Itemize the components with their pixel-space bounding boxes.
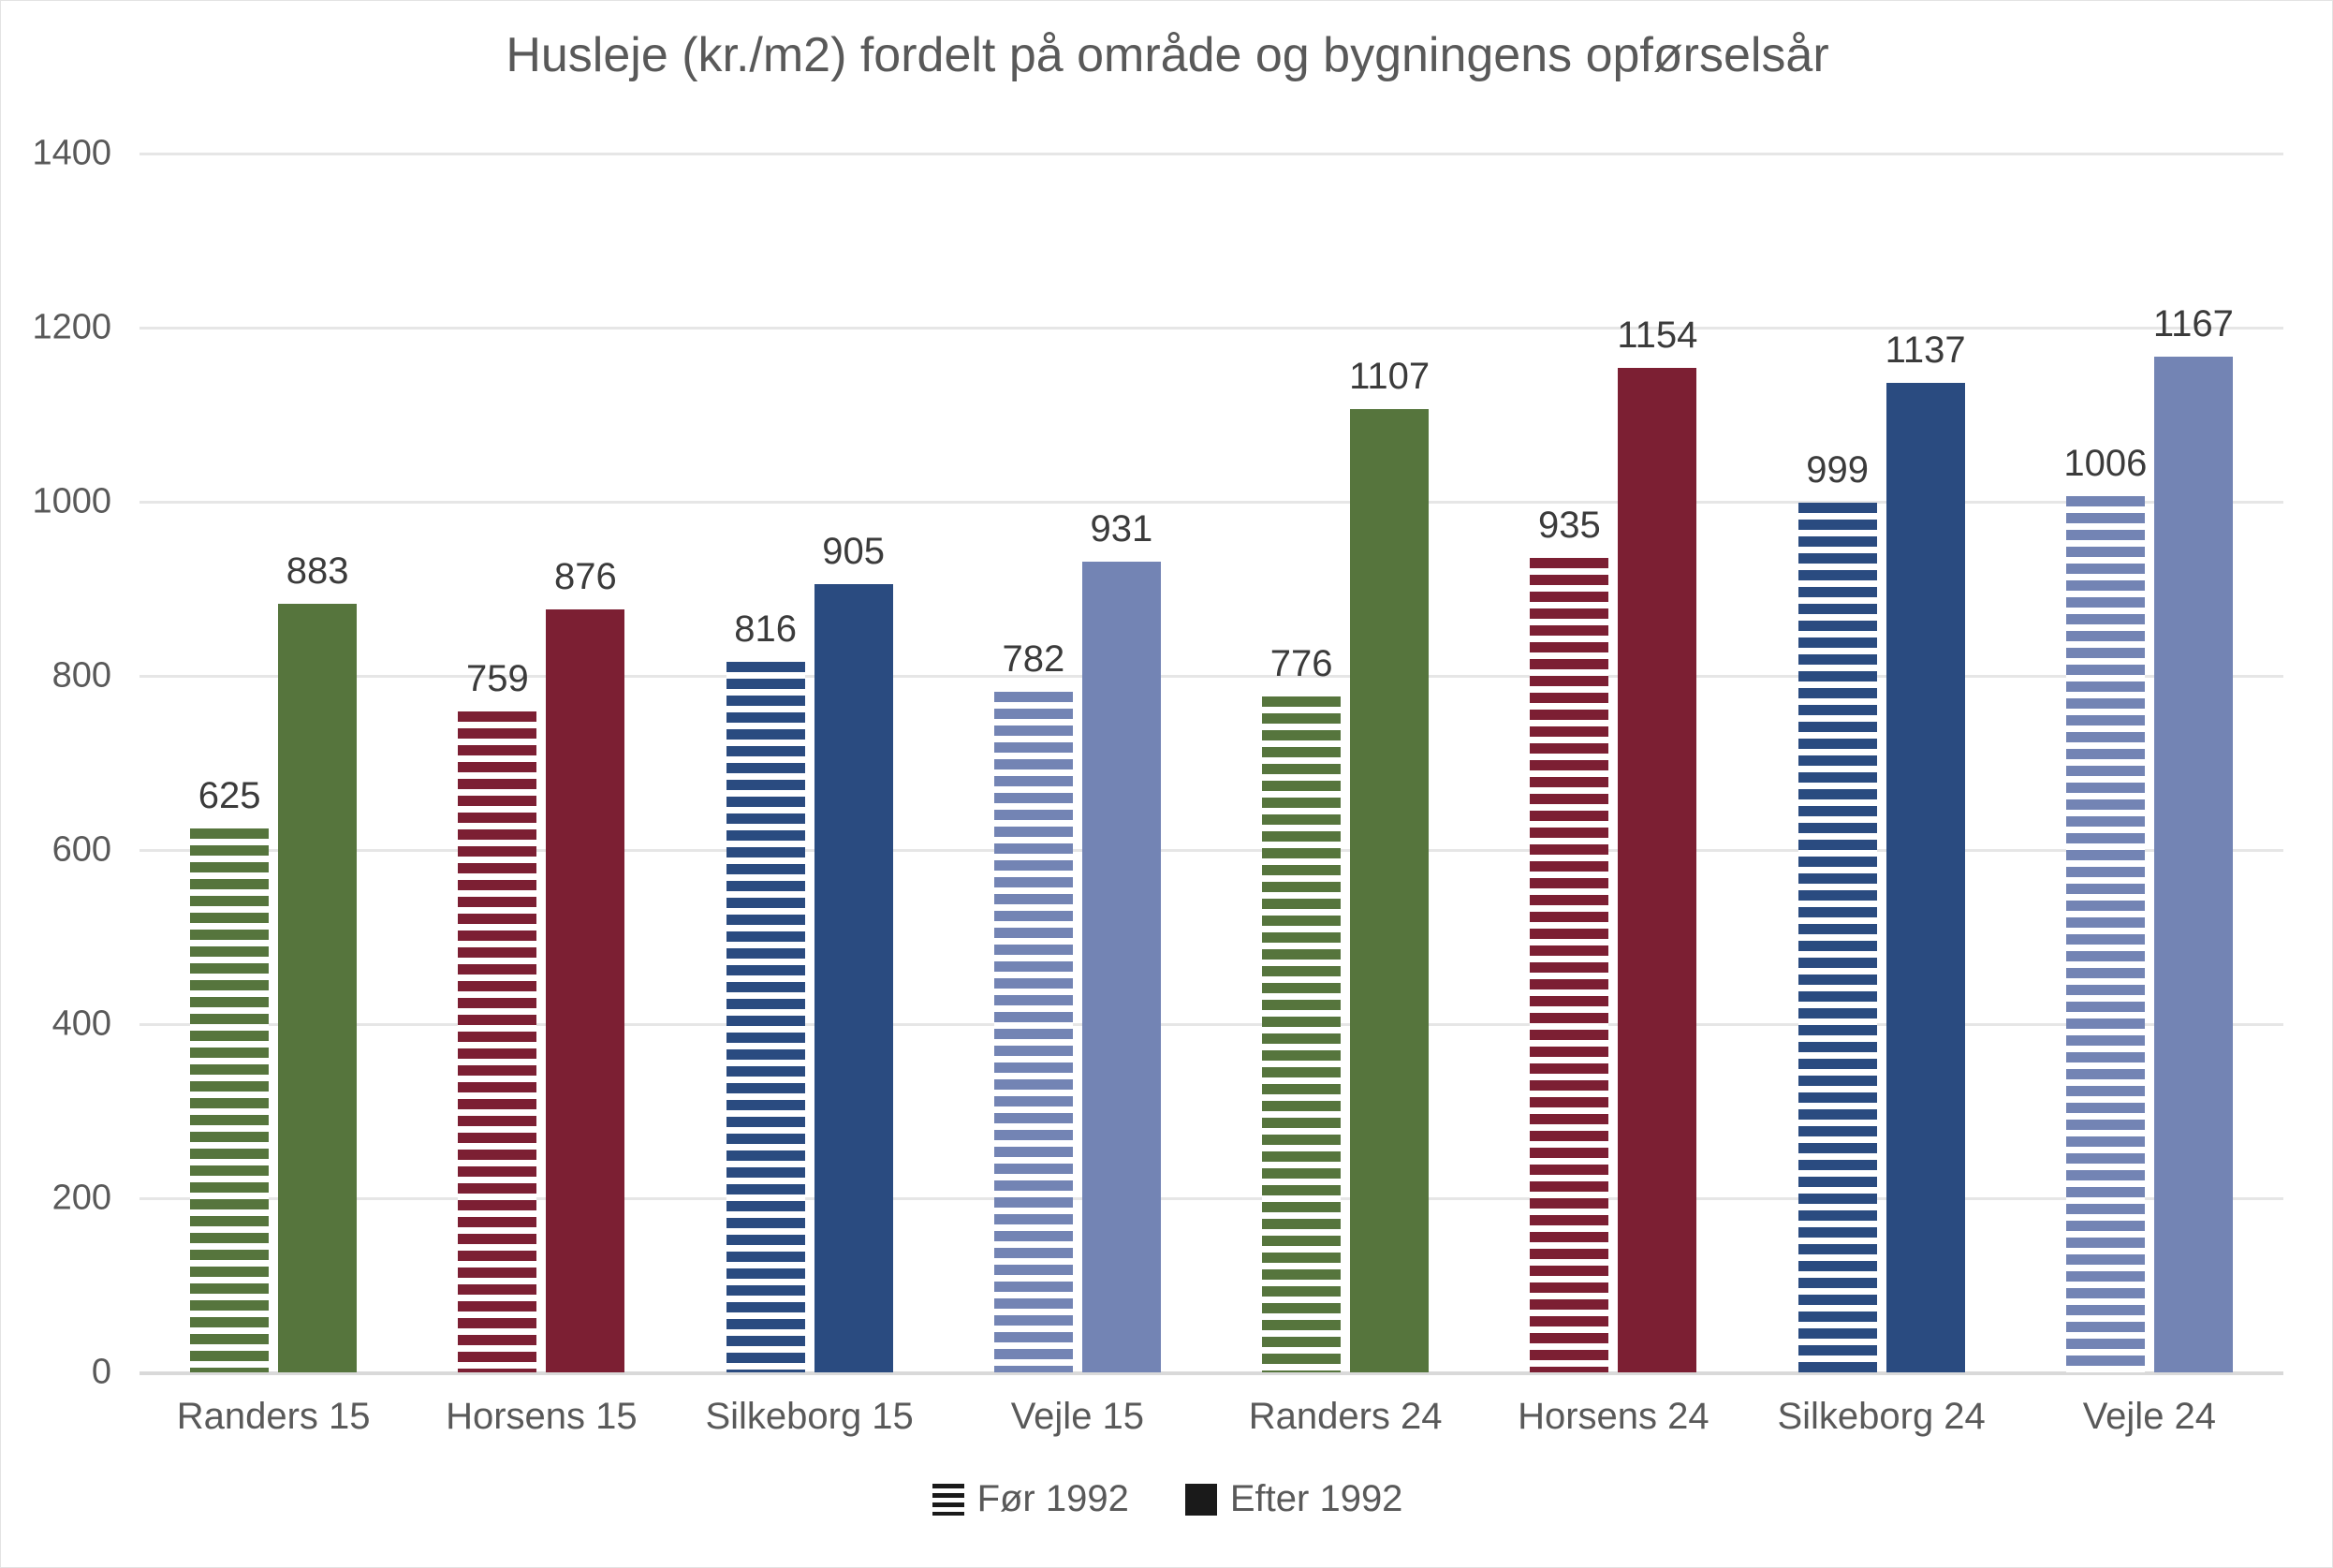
bar-data-label: 876 <box>554 556 617 598</box>
bar-group: 1006 1167 <box>2016 154 2283 1372</box>
bar-foer-1992[interactable] <box>1797 502 1877 1372</box>
solid-swatch-icon <box>1184 1483 1217 1516</box>
bar-group: 935 1154 <box>1479 154 1747 1372</box>
x-axis-tick-label: Randers 15 <box>176 1396 371 1437</box>
bar-efter-1992[interactable] <box>1618 367 1697 1372</box>
gridline <box>139 1196 2283 1200</box>
x-axis: Randers 15 Horsens 15 Silkeborg 15 Vejle 15… <box>139 1396 2283 1452</box>
bar-efter-1992[interactable] <box>1081 562 1161 1372</box>
bar-group: 625 883 <box>139 154 407 1372</box>
x-axis-tick-label: Horsens 15 <box>446 1396 638 1437</box>
x-axis-tick-label: Silkeborg 15 <box>705 1396 914 1437</box>
bar-data-label: 1154 <box>1617 314 1698 356</box>
gridline <box>139 848 2283 852</box>
bar-efter-1992[interactable] <box>2153 356 2233 1372</box>
gridline <box>139 674 2283 678</box>
bar-data-label: 931 <box>1090 508 1153 550</box>
bar-group: 776 1107 <box>1211 154 1479 1372</box>
bar-data-label: 1137 <box>1885 329 1966 371</box>
bar-efter-1992[interactable] <box>546 609 625 1372</box>
gridline <box>139 326 2283 330</box>
hatch-swatch-icon <box>932 1483 964 1516</box>
gridline <box>139 500 2283 504</box>
bar-efter-1992[interactable] <box>278 603 358 1372</box>
y-axis-tick-label: 200 <box>51 1178 111 1218</box>
bar-data-label: 883 <box>286 550 349 592</box>
y-axis-tick-label: 400 <box>51 1004 111 1044</box>
bar-efter-1992[interactable] <box>1350 408 1430 1372</box>
y-axis-tick-label: 1400 <box>32 133 111 173</box>
bar-data-label: 999 <box>1806 448 1869 491</box>
bar-foer-1992[interactable] <box>2065 496 2145 1372</box>
x-axis-tick-label: Silkeborg 24 <box>1777 1396 1986 1437</box>
bar-efter-1992[interactable] <box>814 584 893 1372</box>
bar-data-label: 1167 <box>2152 302 2234 344</box>
bar-efter-1992[interactable] <box>1885 382 1965 1372</box>
y-axis-tick-label: 1200 <box>32 307 111 347</box>
bar-foer-1992[interactable] <box>1530 558 1609 1372</box>
gridline <box>139 1022 2283 1026</box>
bar-foer-1992[interactable] <box>458 711 537 1372</box>
x-axis-tick-label: Vejle 24 <box>2082 1396 2217 1437</box>
bar-data-label: 782 <box>1002 637 1065 680</box>
bar-group: 999 1137 <box>1748 154 2016 1372</box>
bar-foer-1992[interactable] <box>726 662 805 1372</box>
bar-data-label: 1006 <box>2063 443 2148 485</box>
y-axis-tick-label: 600 <box>51 829 111 870</box>
chart-title: Husleje (kr./m2) fordelt på område og by… <box>506 28 1829 82</box>
y-axis: 1400 1200 1000 800 600 400 200 0 <box>1 134 2333 1392</box>
x-axis-tick-label: Vejle 15 <box>1010 1396 1145 1437</box>
bar-group: 816 905 <box>676 154 944 1372</box>
y-axis-tick-label: 0 <box>91 1352 111 1392</box>
bar-group: 782 931 <box>944 154 1211 1372</box>
bar-data-label: 759 <box>466 658 529 700</box>
plot-area <box>139 152 2283 1375</box>
legend-item-foer-1992[interactable]: Før 1992 <box>932 1478 1129 1520</box>
gridline <box>139 152 2283 155</box>
bar-foer-1992[interactable] <box>190 828 270 1372</box>
bar-foer-1992[interactable] <box>1262 696 1342 1372</box>
bar-group: 759 876 <box>407 154 675 1372</box>
legend-label: Før 1992 <box>976 1478 1129 1519</box>
x-axis-tick-label: Randers 24 <box>1248 1396 1443 1437</box>
legend-label: Efter 1992 <box>1229 1478 1403 1519</box>
y-axis-tick-label: 1000 <box>32 481 111 521</box>
y-axis-tick-label: 800 <box>51 655 111 696</box>
bar-data-label: 1107 <box>1349 355 1431 397</box>
bar-data-label: 935 <box>1538 505 1601 547</box>
bar-data-label: 776 <box>1269 643 1333 685</box>
bar-data-label: 816 <box>734 608 797 651</box>
bar-data-label: 625 <box>198 774 261 816</box>
legend-item-efter-1992[interactable]: Efter 1992 <box>1184 1478 1403 1520</box>
bar-data-label: 905 <box>822 531 885 573</box>
x-axis-tick-label: Horsens 24 <box>1518 1396 1709 1437</box>
bars-layer: 625 883 759 876 816 905 782 931 776 1107 935 1154 99… <box>139 154 2283 1372</box>
chart-legend: Før 1992 Efter 1992 <box>1 1478 2333 1520</box>
gridline <box>139 1370 2283 1375</box>
bar-foer-1992[interactable] <box>993 691 1073 1372</box>
